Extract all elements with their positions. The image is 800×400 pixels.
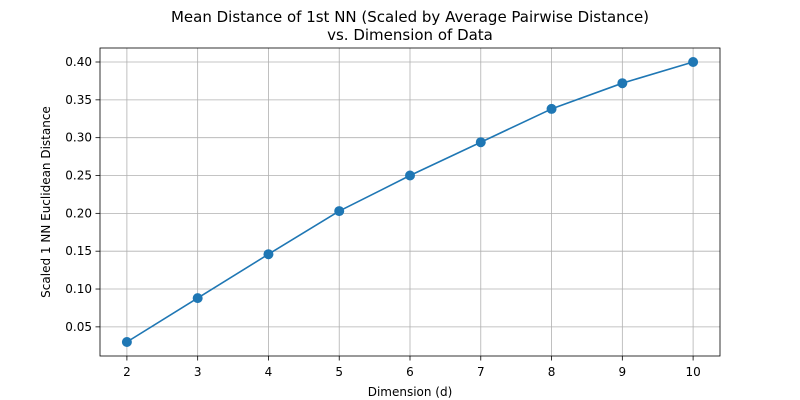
data-point — [688, 57, 699, 67]
y-tick-label: 0.25 — [65, 169, 92, 183]
data-point — [475, 137, 486, 148]
x-tick-label: 7 — [477, 365, 485, 379]
data-point — [192, 293, 203, 304]
x-tick-label: 2 — [123, 365, 131, 379]
data-series — [121, 57, 699, 347]
chart-title: Mean Distance of 1st NN (Scaled by Avera… — [171, 8, 649, 26]
y-tick-label: 0.30 — [65, 131, 92, 145]
data-point — [334, 206, 345, 217]
x-tick-label: 6 — [406, 365, 414, 379]
x-tick-label: 8 — [548, 365, 556, 379]
y-tick-label: 0.05 — [65, 320, 92, 334]
x-axis-label: Dimension (d) — [368, 385, 453, 399]
x-tick-label: 10 — [685, 365, 700, 379]
y-tick-label: 0.35 — [65, 93, 92, 107]
x-tick-label: 4 — [265, 365, 273, 379]
data-point — [121, 337, 132, 347]
y-tick-label: 0.40 — [65, 55, 92, 69]
x-tick-label: 9 — [619, 365, 627, 379]
y-tick-label: 0.15 — [65, 244, 92, 258]
data-point — [405, 170, 415, 181]
chart-subtitle: vs. Dimension of Data — [327, 26, 493, 44]
data-point — [617, 78, 628, 89]
y-tick-label: 0.20 — [65, 206, 92, 220]
y-axis-label: Scaled 1 NN Euclidean Distance — [39, 106, 53, 298]
plot-area: 2 3 4 5 6 7 8 9 10 0.050.100.150.200.250.300.350… — [65, 47, 721, 379]
y-axis-ticks: 0.05 0.10 0.15 0.20 0.25 0.30 0.35 0.40 — [65, 55, 100, 334]
data-point — [546, 103, 557, 114]
x-tick-label: 5 — [335, 365, 343, 379]
x-tick-label: 3 — [194, 365, 202, 379]
data-point — [263, 249, 274, 260]
y-tick-label: 0.10 — [65, 282, 92, 296]
x-axis-ticks: 2 3 4 5 6 7 8 9 10 — [123, 356, 701, 379]
